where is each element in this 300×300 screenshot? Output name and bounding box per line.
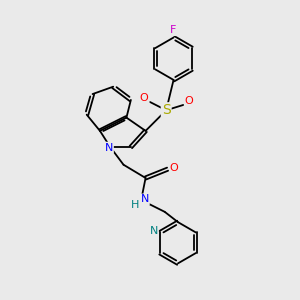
Text: S: S — [162, 103, 171, 117]
Text: O: O — [170, 163, 178, 173]
Text: N: N — [140, 194, 149, 205]
Text: N: N — [105, 142, 113, 153]
Text: F: F — [170, 25, 177, 35]
Text: N: N — [149, 226, 158, 236]
Text: O: O — [140, 94, 148, 103]
Text: H: H — [130, 200, 139, 210]
Text: O: O — [185, 96, 194, 106]
